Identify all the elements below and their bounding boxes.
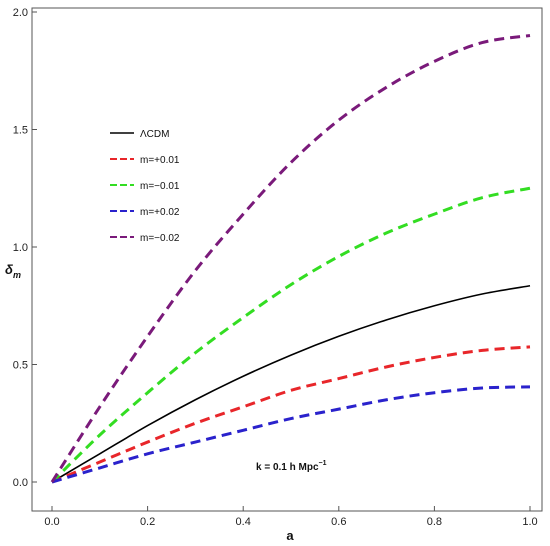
- legend: ΛCDM m=+0.01 m=−0.01 m=+0.02 m=−0.02: [110, 129, 180, 244]
- y-axis-label-sub: m: [13, 270, 21, 280]
- data-series: [50, 34, 531, 484]
- x-tick-label: 1.0: [522, 516, 537, 528]
- legend-label: m=−0.02: [140, 233, 180, 244]
- y-tick-label: 0.5: [13, 360, 28, 372]
- legend-label: ΛCDM: [140, 129, 169, 140]
- series-line-m-0-02: [50, 34, 531, 483]
- annotation-superscript: −1: [319, 460, 327, 467]
- x-axis-label: a: [286, 528, 294, 543]
- y-axis-label-main: δ: [5, 262, 13, 277]
- series-line-m-0-02: [51, 385, 531, 484]
- series-line-m-0-01: [50, 186, 531, 484]
- x-tick-label: 0.2: [140, 516, 155, 528]
- y-axis-label: δm: [5, 262, 21, 280]
- y-tick-label: 1.5: [13, 125, 28, 137]
- x-tick-label: 0.8: [427, 516, 442, 528]
- wavenumber-annotation: k = 0.1 h Mpc−1: [256, 460, 327, 473]
- x-tick-label: 0.6: [331, 516, 346, 528]
- y-tick-label: 0.0: [13, 477, 28, 489]
- legend-label: m=+0.01: [140, 155, 180, 166]
- legend-label: m=−0.01: [140, 181, 180, 192]
- y-tick-label: 2.0: [13, 7, 28, 19]
- axis-ticks: 0.0 0.2 0.4 0.6 0.8 1.0 0.0 0.5 1.0 1.5 2.0: [13, 7, 538, 528]
- x-tick-label: 0.4: [236, 516, 251, 528]
- x-tick-label: 0.0: [44, 516, 59, 528]
- plot-frame: [31, 7, 543, 512]
- annotation-main: k = 0.1 h Mpc: [256, 462, 319, 473]
- series-line-m-0-01: [51, 345, 531, 484]
- y-tick-label: 1.0: [13, 242, 28, 254]
- legend-label: m=+0.02: [140, 207, 180, 218]
- series-line-cdm: [51, 284, 531, 483]
